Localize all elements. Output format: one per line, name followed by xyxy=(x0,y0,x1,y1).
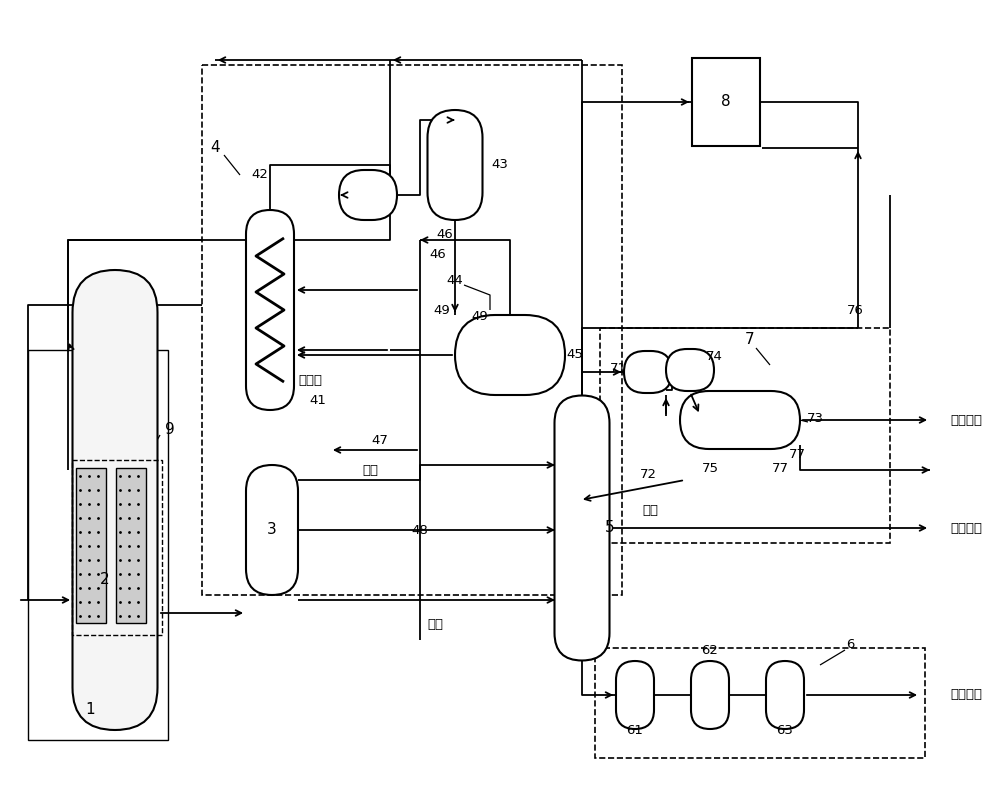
Text: 7: 7 xyxy=(745,332,755,347)
Text: 41: 41 xyxy=(310,394,326,406)
Text: 排水: 排水 xyxy=(362,464,378,476)
Text: 48: 48 xyxy=(412,523,428,537)
Text: 73: 73 xyxy=(806,412,824,424)
Text: 排水: 排水 xyxy=(642,504,658,516)
Bar xyxy=(692,58,760,146)
FancyBboxPatch shape xyxy=(680,391,800,449)
FancyBboxPatch shape xyxy=(339,170,397,220)
Text: 62: 62 xyxy=(702,644,718,656)
Text: 42: 42 xyxy=(252,168,268,182)
FancyBboxPatch shape xyxy=(766,661,804,729)
Bar xyxy=(28,350,168,740)
Text: 49: 49 xyxy=(472,310,488,322)
Bar xyxy=(202,65,622,595)
FancyBboxPatch shape xyxy=(691,661,729,729)
FancyBboxPatch shape xyxy=(455,315,565,395)
Text: 72: 72 xyxy=(640,468,656,482)
Text: 77: 77 xyxy=(788,449,806,461)
Text: 原料气: 原料气 xyxy=(298,373,322,387)
Text: 8: 8 xyxy=(721,94,731,109)
Text: 3: 3 xyxy=(267,523,277,538)
Text: 6: 6 xyxy=(846,638,854,652)
Bar xyxy=(116,468,146,623)
Text: 71: 71 xyxy=(610,362,626,374)
Bar xyxy=(600,328,890,543)
Text: 4: 4 xyxy=(210,141,220,156)
Text: 61: 61 xyxy=(627,723,643,736)
Text: 46: 46 xyxy=(437,229,453,241)
FancyBboxPatch shape xyxy=(428,110,482,220)
Text: 43: 43 xyxy=(492,159,508,171)
Bar xyxy=(595,648,925,758)
Text: 46: 46 xyxy=(430,248,446,262)
Text: 合格产物: 合格产物 xyxy=(950,689,982,701)
FancyBboxPatch shape xyxy=(246,465,298,595)
Bar xyxy=(76,468,106,623)
Text: 9: 9 xyxy=(165,423,175,438)
FancyBboxPatch shape xyxy=(624,351,672,393)
Text: 77: 77 xyxy=(772,461,788,475)
Text: 合格产物: 合格产物 xyxy=(950,521,982,534)
Text: 45: 45 xyxy=(567,348,583,362)
Text: 2: 2 xyxy=(100,572,110,587)
Text: 蔫汽: 蔫汽 xyxy=(427,619,443,631)
FancyBboxPatch shape xyxy=(246,210,294,410)
Text: 63: 63 xyxy=(777,723,793,736)
FancyBboxPatch shape xyxy=(554,395,610,660)
Text: 1: 1 xyxy=(85,703,95,718)
Text: 5: 5 xyxy=(605,520,615,535)
Text: 47: 47 xyxy=(372,434,388,446)
Text: 44: 44 xyxy=(447,274,463,287)
Text: 49: 49 xyxy=(434,303,450,317)
FancyBboxPatch shape xyxy=(72,270,158,730)
Bar xyxy=(72,460,162,635)
Text: 76: 76 xyxy=(847,303,863,317)
FancyBboxPatch shape xyxy=(666,349,714,391)
Text: 74: 74 xyxy=(706,350,722,362)
FancyBboxPatch shape xyxy=(616,661,654,729)
Text: 75: 75 xyxy=(702,461,718,475)
Text: 合格产物: 合格产物 xyxy=(950,413,982,427)
